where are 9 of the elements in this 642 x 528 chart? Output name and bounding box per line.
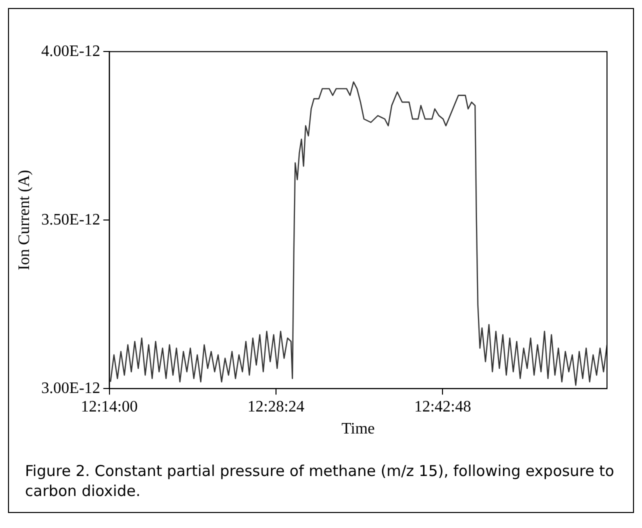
y-tick-label: 3.00E-12 [41, 380, 100, 397]
x-tick-label: 12:28:24 [248, 398, 304, 416]
x-tick-label: 12:42:48 [414, 398, 472, 416]
y-axis-title: Ion Current (A) [16, 170, 33, 270]
y-tick-label: 4.00E-12 [41, 42, 100, 60]
x-tick-label: 12:14:00 [80, 398, 138, 416]
x-axis-title: Time [342, 420, 375, 438]
caption: Figure 2. Constant partial pressure of methane (m/z 15), following exposure to carbon dioxide. [25, 461, 616, 502]
y-tick-label: 3.50E-12 [41, 211, 100, 228]
